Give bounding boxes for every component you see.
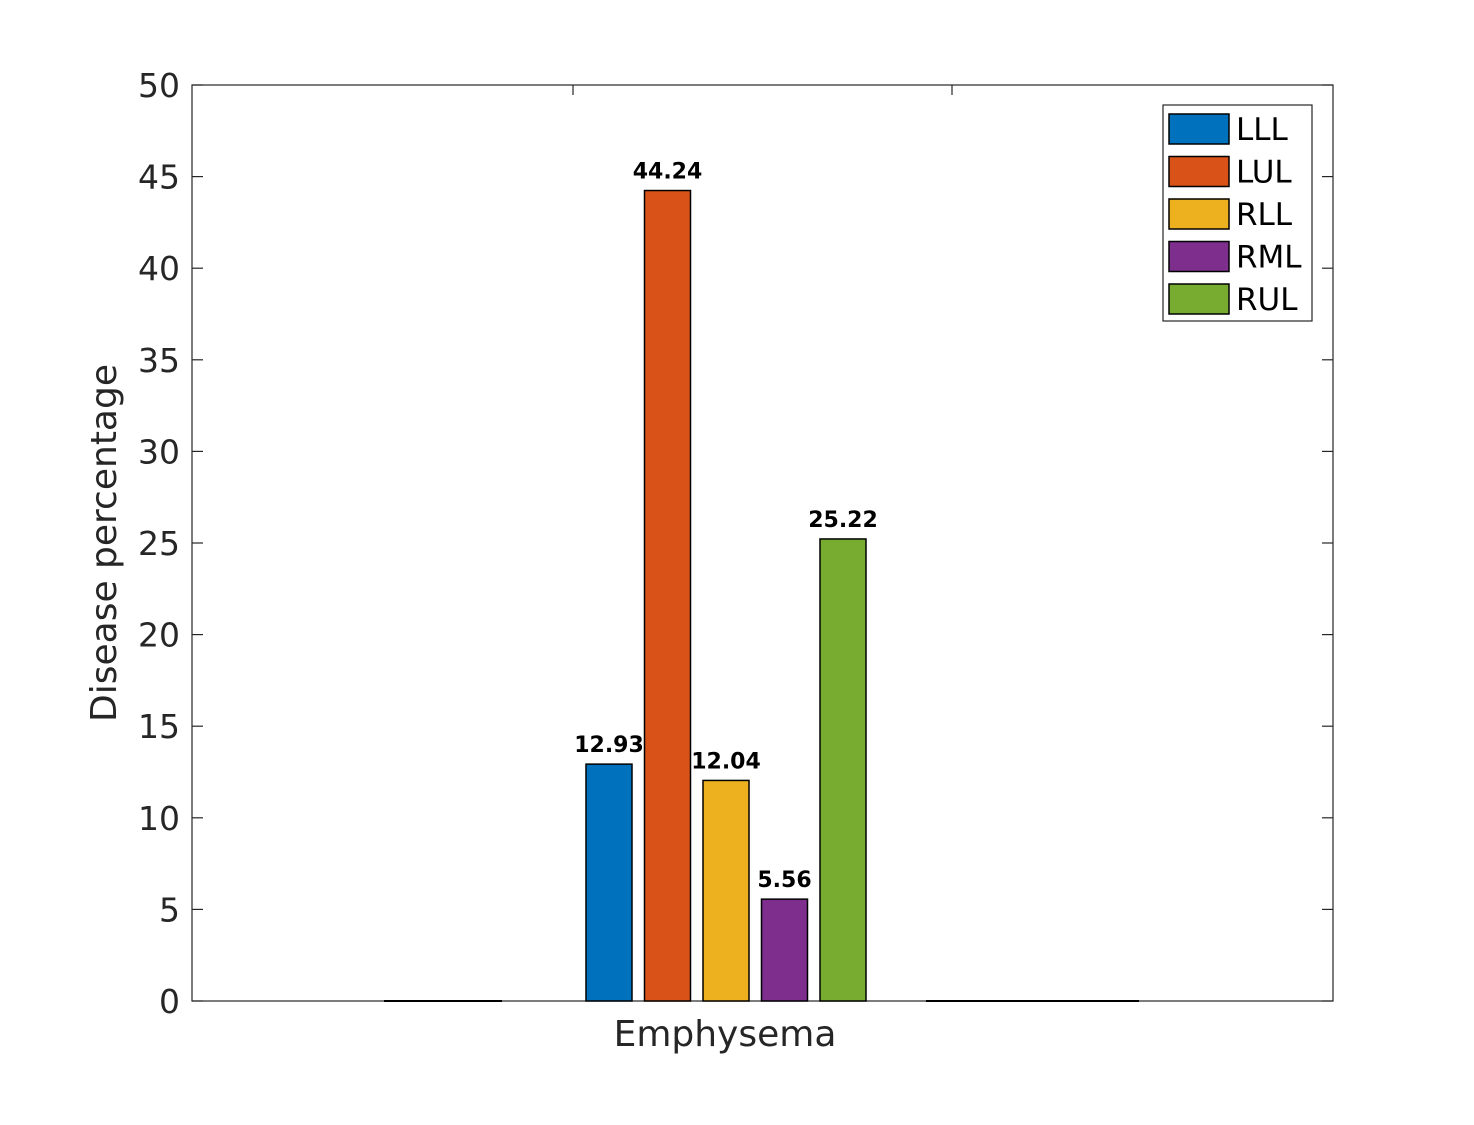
legend-swatch-lul — [1168, 155, 1230, 188]
legend: LLL LUL RLL RML RUL — [1162, 104, 1313, 322]
legend-label-lll: LLL — [1236, 112, 1289, 148]
bar-lul — [643, 189, 692, 1002]
legend-swatch-rml — [1168, 240, 1230, 273]
legend-label-rul: RUL — [1236, 282, 1298, 318]
y-tick-label: 50 — [138, 66, 180, 105]
legend-label-rll: RLL — [1236, 197, 1293, 233]
data-label-lul: 44.24 — [633, 160, 703, 185]
data-label-lll: 12.93 — [574, 733, 644, 758]
y-tick-label: 20 — [138, 616, 180, 655]
legend-swatch-rul — [1168, 283, 1230, 315]
data-label-rul: 25.22 — [808, 508, 878, 533]
y-tick-label: 30 — [138, 432, 180, 471]
y-axis-title: Disease percentage — [84, 364, 125, 722]
y-tick-label: 5 — [159, 890, 180, 929]
legend-swatch-lll — [1168, 113, 1230, 145]
plot-area: 0 5 10 15 20 25 30 35 40 45 50 12.93 44.24 12.04 5.56 2… — [138, 66, 1334, 1055]
legend-label-lul: LUL — [1236, 155, 1292, 191]
bar-rul — [819, 538, 867, 1002]
bar-lll — [585, 763, 633, 1002]
data-label-rml: 5.56 — [757, 868, 811, 893]
bar-rml — [760, 898, 809, 1002]
y-tick-label: 35 — [138, 341, 180, 380]
y-tick-label: 45 — [138, 158, 180, 197]
x-category-label: Emphysema — [614, 1014, 837, 1055]
y-tick-label: 15 — [138, 707, 180, 746]
legend-label-rml: RML — [1236, 240, 1302, 276]
y-tick-label: 0 — [159, 982, 180, 1021]
y-tick-label: 10 — [138, 799, 180, 838]
legend-swatch-rll — [1168, 198, 1230, 230]
data-label-rll: 12.04 — [691, 749, 761, 774]
bar-rll — [702, 779, 750, 1002]
y-tick-label: 25 — [138, 524, 180, 563]
y-tick-label: 40 — [138, 249, 180, 288]
